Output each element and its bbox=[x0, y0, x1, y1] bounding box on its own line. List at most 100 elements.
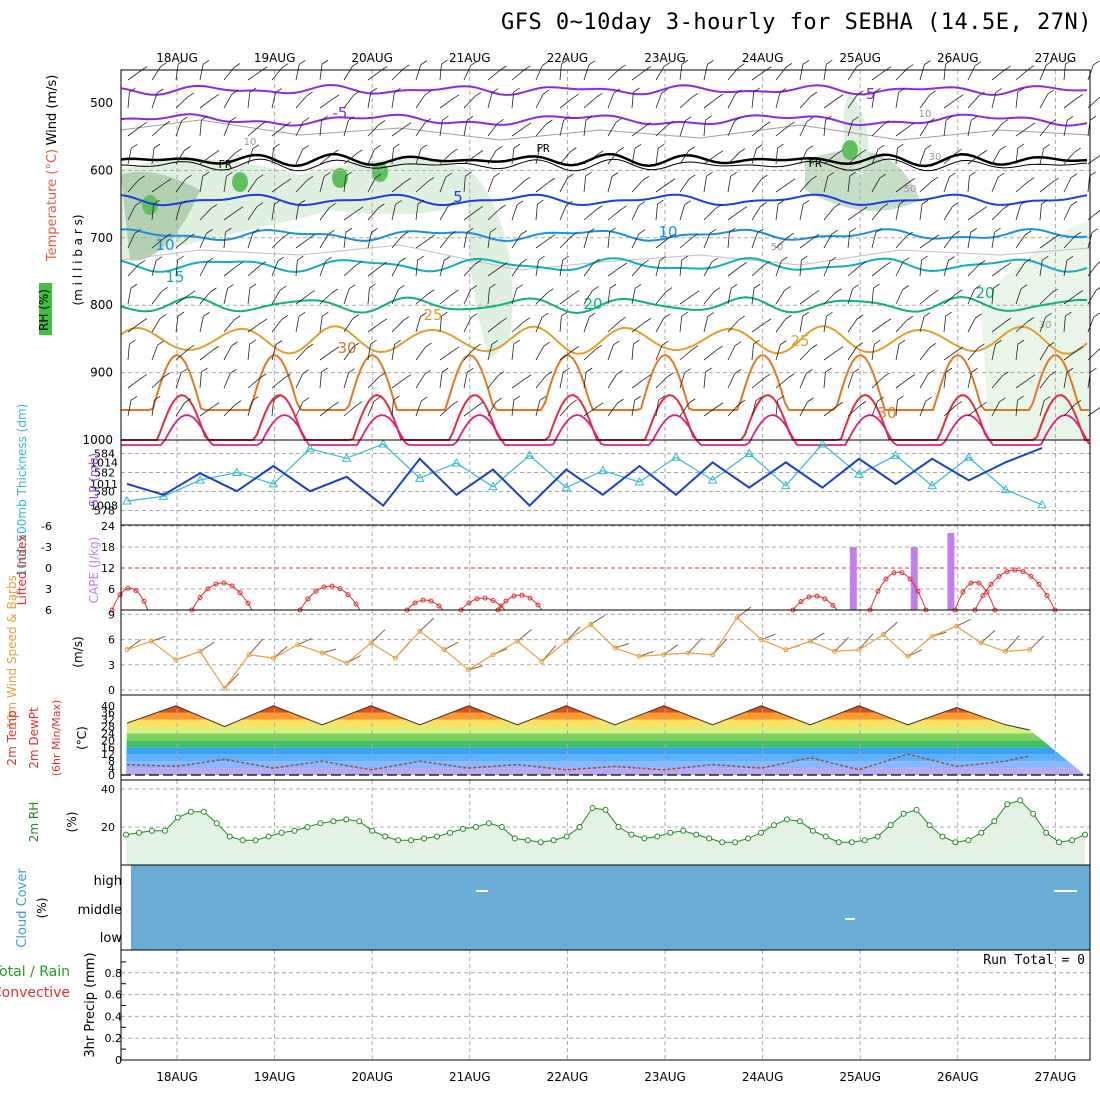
wind-barb bbox=[705, 367, 712, 373]
wind-barb bbox=[355, 261, 363, 266]
wind-barb bbox=[945, 59, 952, 65]
li-point bbox=[498, 603, 504, 609]
wind-barb bbox=[177, 255, 184, 261]
wind-barb bbox=[271, 125, 285, 137]
upper-ytick: 700 bbox=[90, 231, 113, 245]
wind-barb bbox=[607, 402, 618, 417]
wind-barb bbox=[260, 318, 268, 324]
wind-barb bbox=[875, 228, 882, 233]
rh-ylabel: 2m RH bbox=[27, 802, 41, 843]
wind-barb bbox=[415, 94, 426, 109]
wind-barb bbox=[617, 147, 625, 152]
rh-high-blob bbox=[842, 140, 858, 160]
rh-high-blob bbox=[232, 172, 248, 192]
wind-barb bbox=[343, 405, 357, 417]
wind-barb-10m bbox=[199, 641, 215, 652]
wind-barb bbox=[943, 152, 957, 165]
wind-barb bbox=[175, 402, 186, 417]
wind-barb bbox=[679, 64, 683, 81]
rh-point bbox=[148, 827, 155, 834]
thickness-point bbox=[744, 448, 755, 457]
isotherm-30 bbox=[121, 353, 1089, 411]
wind-barb bbox=[980, 401, 987, 407]
wind-barb bbox=[827, 172, 835, 177]
wind-barb bbox=[667, 372, 674, 378]
wind-speed-point bbox=[392, 655, 398, 661]
wind-barb bbox=[184, 146, 191, 151]
wind-barb-10m bbox=[370, 629, 386, 644]
wind-barb bbox=[707, 60, 714, 65]
wind-barb bbox=[537, 199, 544, 205]
wind-barb bbox=[391, 68, 404, 81]
wind-barb bbox=[775, 182, 790, 193]
wind-barb bbox=[271, 319, 283, 333]
li-point bbox=[345, 592, 351, 598]
wind-barb bbox=[511, 262, 522, 277]
rh-point bbox=[952, 839, 959, 846]
wind-barb bbox=[823, 350, 838, 361]
wind-barb bbox=[967, 347, 979, 361]
wind-barb bbox=[1015, 378, 1030, 389]
wind-speed-point bbox=[344, 660, 350, 666]
li-point bbox=[117, 592, 123, 598]
wind-barb bbox=[1043, 144, 1050, 149]
wind-speed-point bbox=[783, 647, 789, 653]
wind-barb bbox=[991, 208, 1004, 221]
wind-barb bbox=[611, 172, 619, 177]
rh-yunit: (%) bbox=[65, 812, 79, 833]
li-point bbox=[412, 600, 418, 606]
wind-speed-point bbox=[441, 647, 447, 653]
wind-barb bbox=[151, 291, 163, 305]
wind-barb bbox=[919, 94, 930, 109]
wind-barb bbox=[667, 120, 674, 126]
wind-barb bbox=[991, 266, 1006, 277]
wind-barb bbox=[223, 232, 226, 249]
wind-barb bbox=[1015, 204, 1022, 221]
thickness-point bbox=[854, 469, 864, 478]
wind-barb bbox=[298, 199, 306, 205]
wind-barb bbox=[343, 288, 350, 305]
temp-band bbox=[126, 768, 1085, 775]
wind-barb bbox=[127, 344, 130, 361]
wind-barb bbox=[1015, 126, 1030, 137]
wind-barb bbox=[391, 378, 406, 389]
wind-barb bbox=[391, 344, 396, 361]
wind-barb bbox=[175, 294, 190, 305]
wind-barb bbox=[967, 372, 972, 389]
wind-barb bbox=[348, 368, 355, 374]
wind-barb bbox=[856, 90, 864, 96]
wind-barb bbox=[727, 232, 730, 249]
wind-barb bbox=[476, 206, 484, 211]
wind-barb bbox=[223, 210, 238, 221]
li-point bbox=[519, 592, 525, 598]
wind-barb bbox=[727, 210, 742, 221]
wind-barb bbox=[201, 115, 208, 121]
wind-barb bbox=[343, 153, 357, 165]
temp-ytick: 0 bbox=[108, 769, 115, 782]
wind-barb bbox=[352, 62, 359, 67]
wind-barb bbox=[236, 206, 244, 212]
wind-barb bbox=[451, 148, 458, 154]
wind-barb bbox=[755, 396, 763, 401]
wind-barb bbox=[398, 284, 405, 290]
wind-barb bbox=[177, 311, 185, 317]
date-label-top: 25AUG bbox=[839, 51, 881, 65]
wind-barb bbox=[711, 257, 719, 263]
wind-barb bbox=[583, 406, 598, 417]
wind-barb bbox=[188, 233, 195, 239]
wind-barb bbox=[511, 126, 526, 137]
wind-barb bbox=[847, 232, 851, 249]
wind-barb bbox=[256, 202, 264, 208]
wind-barb bbox=[493, 172, 500, 178]
wind-barb bbox=[919, 347, 931, 361]
isotherm-label: -5 bbox=[333, 104, 348, 122]
wind-barb bbox=[151, 124, 165, 137]
wind-barb bbox=[415, 148, 422, 165]
wind-barb bbox=[871, 400, 879, 417]
wind-barb bbox=[980, 150, 988, 155]
precip-ytick: 0.6 bbox=[105, 989, 123, 1002]
wind-barb bbox=[661, 88, 668, 94]
wind-barb bbox=[585, 367, 593, 373]
wind-barb bbox=[919, 148, 926, 165]
slp-ytick: 1014 bbox=[90, 456, 118, 469]
